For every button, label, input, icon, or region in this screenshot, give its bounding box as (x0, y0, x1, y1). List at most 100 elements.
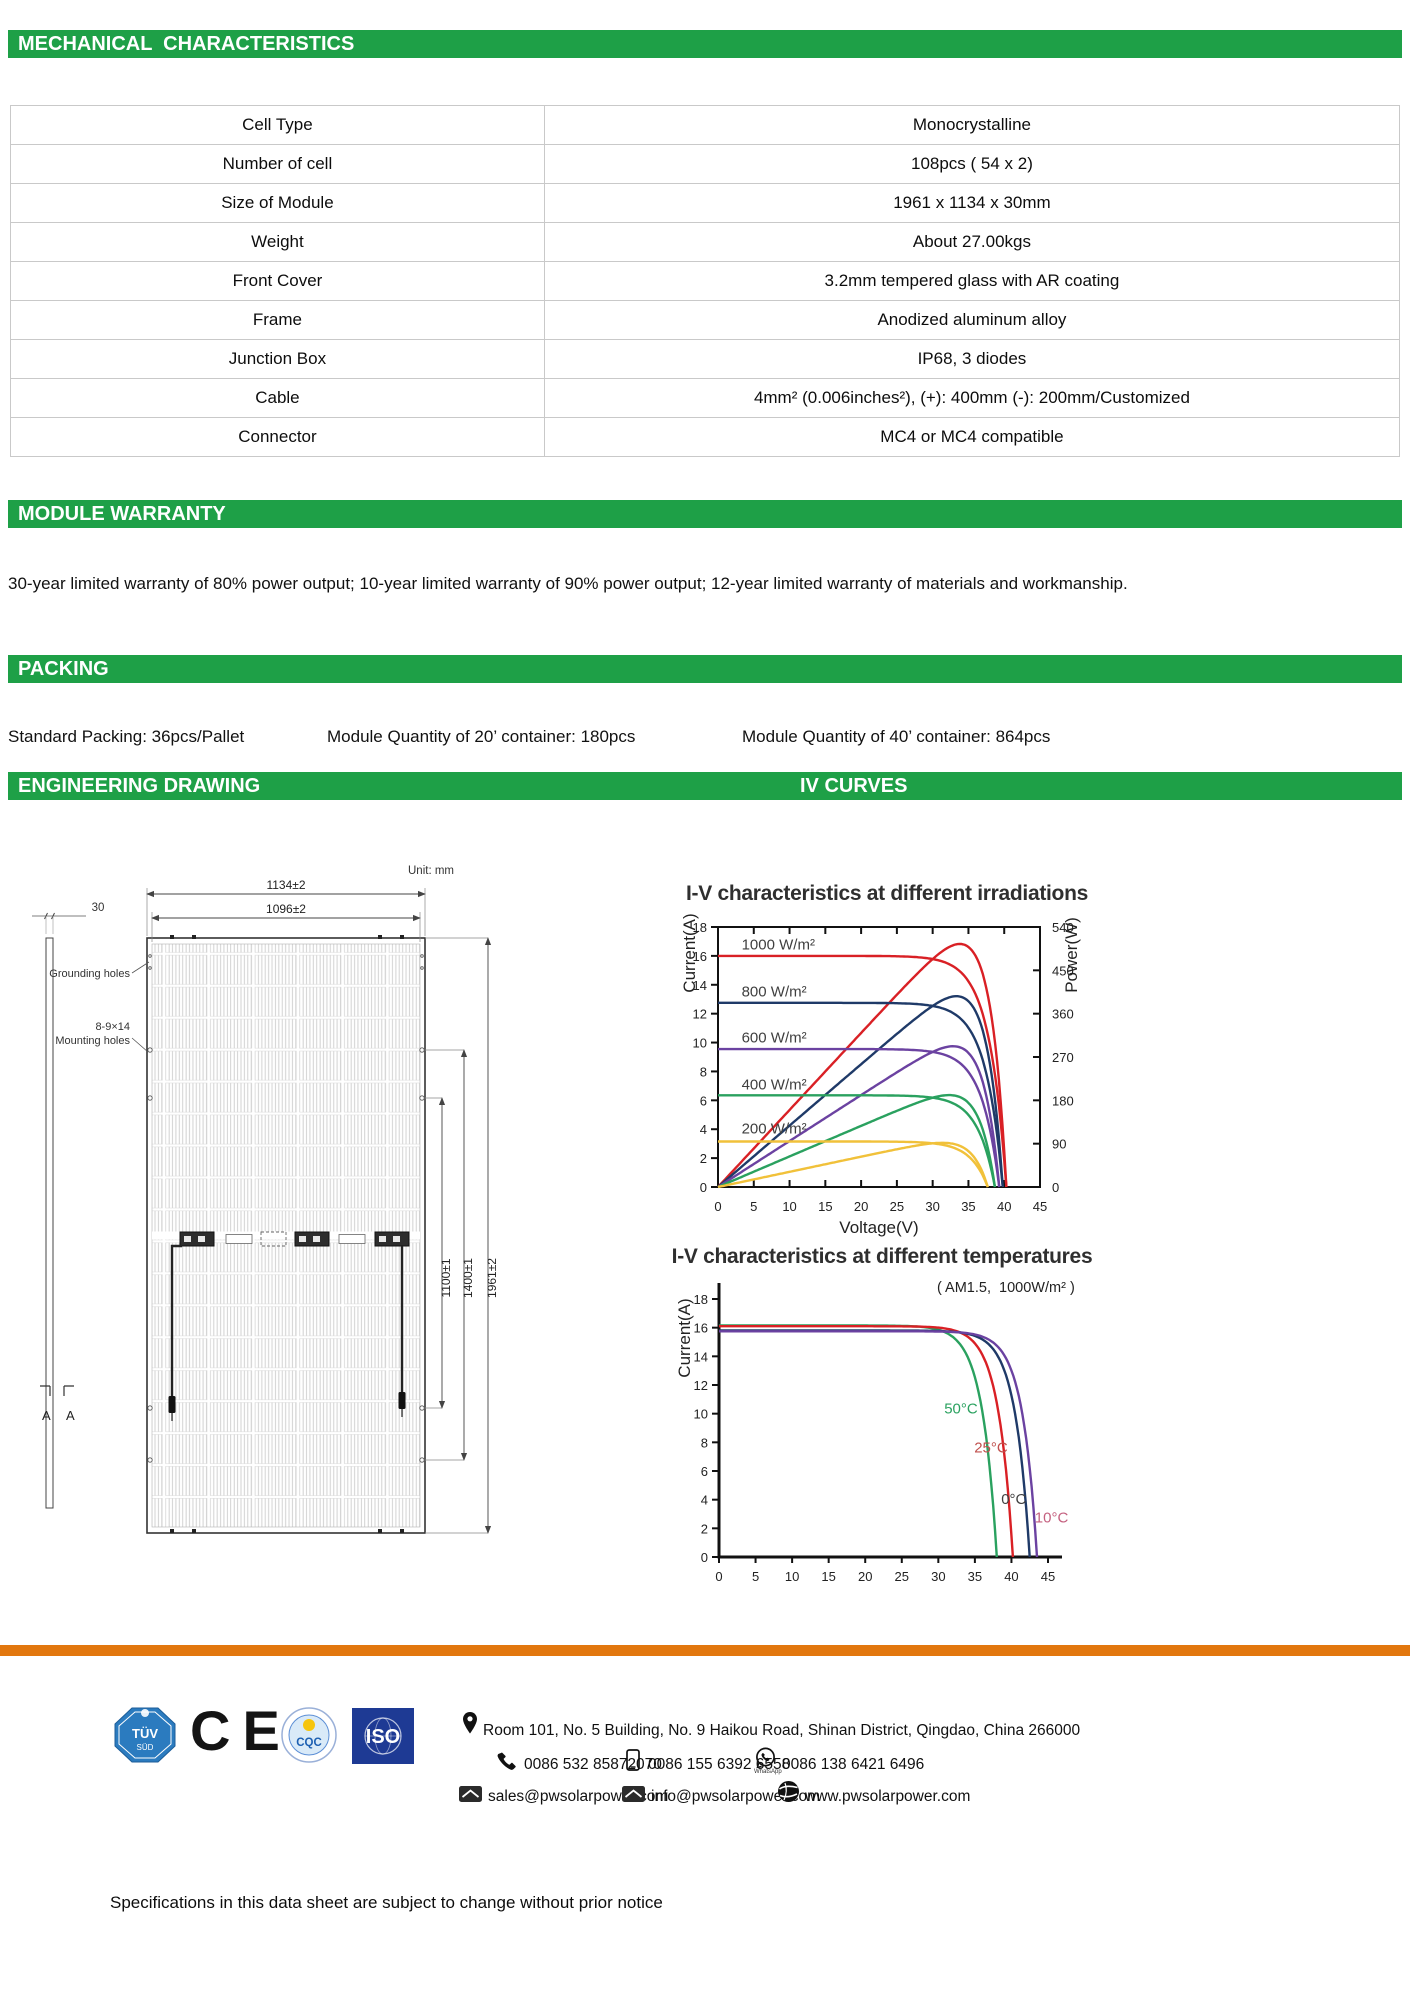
y-tick-label: 16 (694, 1321, 708, 1336)
warranty-text: 30-year limited warranty of 80% power ou… (8, 574, 1128, 593)
panel-side-profile (45, 937, 54, 1509)
dim-extension (45, 916, 54, 934)
table-row: Number of cell 108pcs ( 54 x 2) (10, 144, 1401, 184)
iv-curve (718, 1047, 1001, 1188)
series-label: 800 W/m² (742, 983, 807, 1000)
phone-mobile-text: 0086 155 6392 6558 (648, 1756, 791, 1773)
packing-standard: Standard Packing: 36pcs/Pallet (8, 727, 245, 746)
y-tick-label: 18 (693, 920, 707, 935)
chart-title: I-V characteristics at different irradia… (686, 882, 1088, 905)
frame-clips (170, 935, 404, 1533)
packing-20ft-container: Module Quantity of 20’ container: 180pcs (327, 727, 636, 746)
series-label: 1000 W/m² (742, 936, 815, 953)
phone-whatsapp-text: 0086 138 6421 6496 (782, 1756, 925, 1773)
x-tick-label: 35 (961, 1199, 975, 1214)
cqc-sun (303, 1719, 315, 1731)
x-tick-label: 15 (818, 1199, 832, 1214)
section-title: PACKING (18, 658, 109, 680)
spec-label: Cable (10, 378, 545, 418)
grounding-holes (148, 954, 424, 970)
grounding-holes-label: Grounding holes (49, 968, 130, 980)
mounting-holes (147, 1047, 425, 1463)
whatsapp-icon (756, 1747, 775, 1768)
x-tick-label: 40 (997, 1199, 1011, 1214)
pv-curve (717, 1093, 997, 1189)
spec-label: Frame (10, 300, 545, 340)
y2-tick-label: 0 (1052, 1180, 1059, 1195)
series-label: 10°C (1035, 1510, 1069, 1527)
table-row: Frame Anodized aluminum alloy (10, 300, 1401, 340)
y2-tick-label: 450 (1052, 963, 1074, 978)
x-tick-label: 35 (968, 1569, 982, 1584)
spec-value: Anodized aluminum alloy (543, 300, 1401, 340)
junction-boxes (179, 1231, 410, 1247)
y-tick-label: 0 (700, 1180, 707, 1195)
table-row: Junction Box IP68, 3 diodes (10, 339, 1401, 379)
chart-temperatures-plot: 0 5 10 15 20 25 30 35 40 45 0 2 4 6 8 10 12 14 16 18 50°C 25°… (675, 1283, 1069, 1584)
spec-label: Connector (10, 417, 545, 457)
y2-tick-label: 540 (1052, 920, 1074, 935)
section-mark-a: A (66, 1408, 75, 1423)
x-tick-label: 0 (714, 1199, 721, 1214)
website-text: www.pwsolarpower.com (805, 1788, 971, 1805)
dim-extension (424, 1097, 442, 1409)
dim-width-inner-label: 1096±2 (266, 902, 306, 916)
iv-curve (718, 1140, 989, 1188)
iso-text: ISO (366, 1726, 400, 1748)
x-tick-label: 5 (752, 1569, 759, 1584)
mechanical-characteristics-table: Cell Type Monocrystalline Number of cell 1… (10, 105, 1401, 457)
spec-value: MC4 or MC4 compatible (543, 417, 1401, 457)
pv-curve (717, 1141, 989, 1189)
series-label: 200 W/m² (742, 1121, 807, 1138)
series-label: 400 W/m² (742, 1077, 807, 1094)
spec-value: 1961 x 1134 x 30mm (543, 183, 1401, 223)
section-header-drawing-ivcurves: ENGINEERING DRAWING IV CURVES (8, 772, 1402, 800)
iso-logo: ISO (352, 1708, 414, 1764)
y-tick-label: 10 (693, 1036, 707, 1051)
y2-tick-label: 270 (1052, 1050, 1074, 1065)
phone-landline-text: 0086 532 85872070 (524, 1756, 662, 1773)
y-axis-label: Current(A) (680, 913, 699, 992)
series-label: 50°C (944, 1401, 978, 1418)
section-title: MODULE WARRANTY (18, 503, 226, 525)
cqc-logo: CQC (281, 1707, 337, 1763)
spec-value: Monocrystalline (543, 105, 1401, 145)
y-tick-label: 0 (701, 1550, 708, 1565)
x-tick-label: 15 (821, 1569, 835, 1584)
table-row: Weight About 27.00kgs (10, 222, 1401, 262)
y-tick-label: 6 (700, 1093, 707, 1108)
series-label: 0°C (1001, 1491, 1026, 1508)
y-tick-label: 6 (701, 1464, 708, 1479)
dim-height-1-label: 1100±1 (439, 1258, 453, 1297)
dim-width-outer-label: 1134±2 (266, 878, 305, 892)
table-row: Cable 4mm² (0.006inches²), (+): 400mm (-)… (10, 378, 1401, 418)
email-info-text: info@pwsolarpower.com (651, 1788, 821, 1805)
section-header-packing: PACKING (8, 655, 1402, 683)
x-axis-label: Voltage(V) (839, 1218, 918, 1237)
section-cut-mark (63, 1385, 74, 1396)
spec-value: About 27.00kgs (543, 222, 1401, 262)
x-tick-label: 30 (925, 1199, 939, 1214)
chart-irradiations-plot: 0 5 10 15 20 25 30 35 40 450246810121416180901802… (680, 913, 1081, 1237)
disclaimer-note: Specifications in this data sheet are su… (110, 1893, 663, 1912)
email-icon (459, 1786, 482, 1802)
iv-curve (718, 1001, 1004, 1188)
chart-annotation: ( AM1.5, 1000W/m² ) (937, 1280, 1075, 1296)
iv-curve (718, 954, 1008, 1188)
section-header-mechanical: MECHANICAL CHARACTERISTICS (8, 30, 1402, 58)
address-text: Room 101, No. 5 Building, No. 9 Haikou R… (483, 1722, 1081, 1739)
x-tick-label: 45 (1041, 1569, 1055, 1584)
y2-tick-label: 180 (1052, 1093, 1074, 1108)
location-pin-icon (463, 1712, 477, 1734)
y-axis-label: Current(A) (675, 1298, 694, 1377)
x-tick-label: 40 (1004, 1569, 1018, 1584)
x-tick-label: 5 (750, 1199, 757, 1214)
y-tick-label: 16 (693, 949, 707, 964)
engineering-drawing: Unit: mm 30 A A (32, 865, 499, 1534)
section-mark-a: A (42, 1408, 51, 1423)
tuv-sud-logo: TÜV SÜD (114, 1707, 176, 1763)
spec-value: 108pcs ( 54 x 2) (543, 144, 1401, 184)
y-tick-label: 2 (701, 1521, 708, 1536)
tuv-text: TÜV (132, 1726, 158, 1741)
